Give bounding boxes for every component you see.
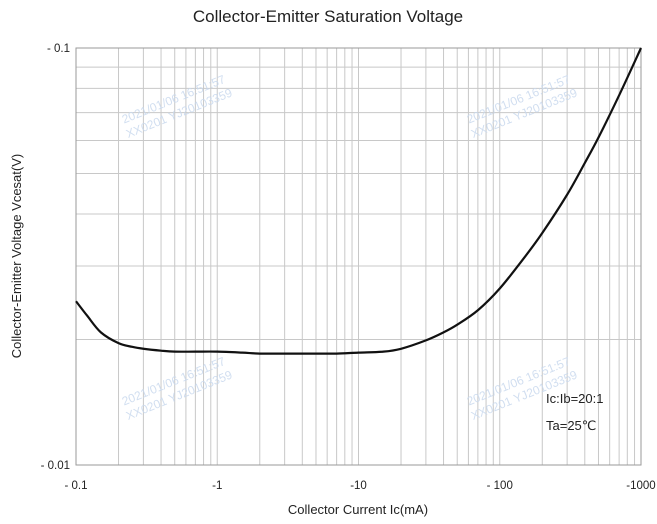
grid <box>75 48 641 466</box>
plot-frame <box>75 47 642 466</box>
series-line-vcesat <box>75 47 642 355</box>
x-axis-label: Collector Current Ic(mA) <box>288 502 428 517</box>
x-tick-label: -1 <box>212 480 222 492</box>
annotation-temperature: Ta=25℃ <box>546 418 596 433</box>
x-tick-label: - 100 <box>487 480 513 492</box>
x-tick-label: - 0.1 <box>64 480 87 492</box>
annotation-ratio: Ic:Ib=20:1 <box>546 391 603 406</box>
y-tick-label: - 0.01 <box>41 460 70 472</box>
y-tick-label: - 0.1 <box>47 43 70 55</box>
y-axis-label: Collector-Emitter Voltage Vcesat(V) <box>9 154 24 358</box>
chart-title: Collector-Emitter Saturation Voltage <box>193 7 463 26</box>
x-tick-label: -1000 <box>626 480 655 492</box>
tick-labels: - 0.1 -1 -10 - 100 -1000 - 0.1 - 0.01 <box>41 43 656 492</box>
x-tick-label: -10 <box>350 480 367 492</box>
series <box>75 47 642 355</box>
